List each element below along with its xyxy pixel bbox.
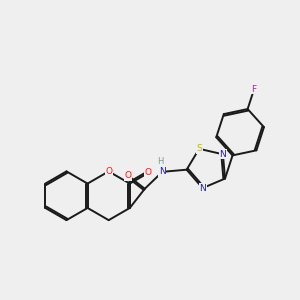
Text: N: N: [220, 150, 226, 159]
Text: N: N: [199, 184, 206, 193]
Text: O: O: [124, 171, 131, 180]
Text: O: O: [145, 168, 152, 177]
Text: H: H: [158, 157, 164, 166]
Text: O: O: [105, 167, 112, 176]
Text: N: N: [159, 167, 166, 176]
Text: F: F: [251, 85, 256, 94]
Text: S: S: [196, 144, 202, 153]
